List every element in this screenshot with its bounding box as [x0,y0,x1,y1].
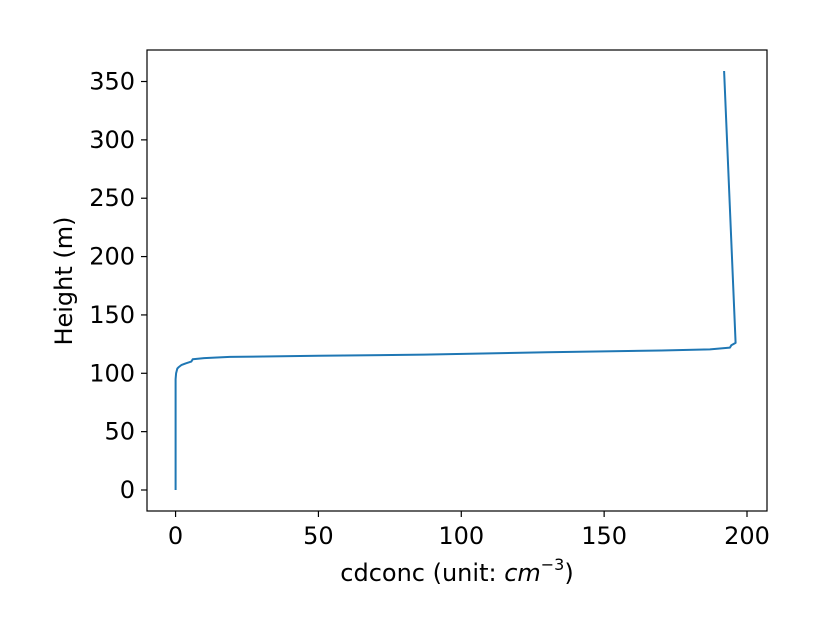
x-axis-label-close: ) [564,559,573,587]
y-tick-label: 300 [89,126,135,154]
x-tick-label: 50 [303,522,334,550]
y-tick-label: 250 [89,184,135,212]
series-line [174,70,737,490]
x-tick-label: 0 [168,522,183,550]
plot-area [146,49,768,512]
y-tick-label: 100 [89,359,135,387]
y-axis-ticks: 0 50 100 150 200 250 300 350 [89,68,147,504]
x-axis-label-text: cdconc (unit: [340,559,504,587]
y-tick-label: 150 [89,301,135,329]
y-tick-label: 50 [104,418,135,446]
series-layer [174,70,737,491]
x-axis-ticks: 0 50 100 150 200 [168,511,770,550]
x-axis-label: cdconc (unit: cm−3) [340,555,573,587]
y-tick-label: 350 [89,68,135,96]
x-axis-label-unit: cm [504,559,541,587]
y-tick-label: 200 [89,243,135,271]
x-axis-label-exponent: −3 [541,555,565,574]
x-tick-label: 150 [581,522,627,550]
x-tick-label: 200 [724,522,770,550]
y-tick-label: 0 [120,476,135,504]
x-tick-label: 100 [438,522,484,550]
y-axis-label: Height (m) [50,216,78,345]
